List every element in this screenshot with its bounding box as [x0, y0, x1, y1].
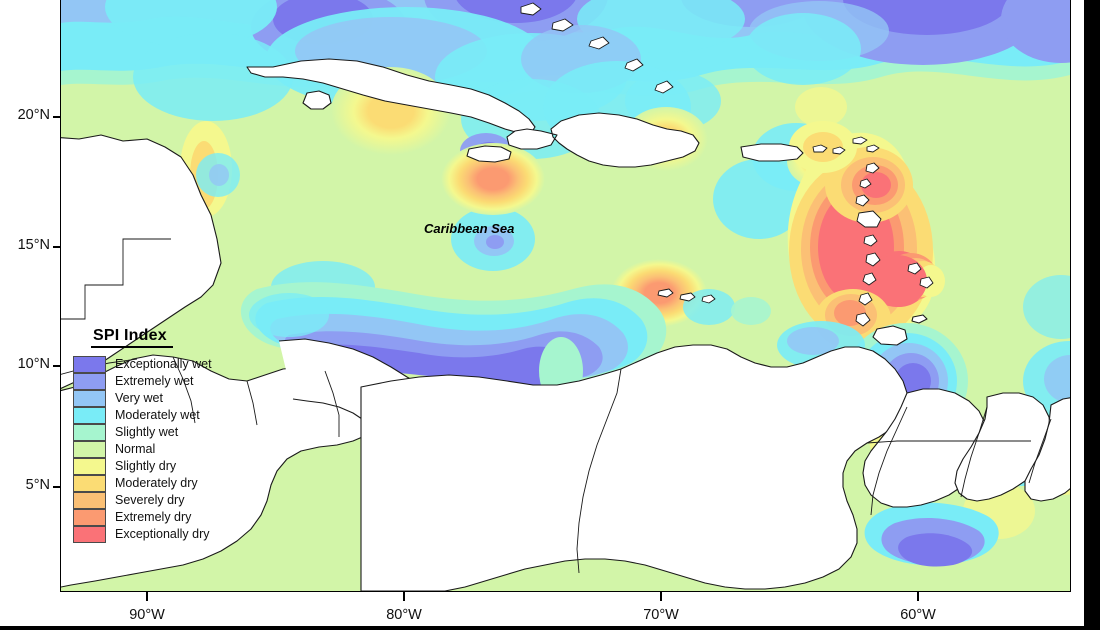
legend-label: Exceptionally wet	[115, 357, 212, 371]
legend-item[interactable]: Moderately dry	[73, 475, 212, 492]
legend-item[interactable]: Extremely dry	[73, 509, 212, 526]
legend-item[interactable]: Very wet	[73, 390, 212, 407]
legend-title: SPI Index	[91, 327, 173, 348]
legend-swatch-normal	[73, 441, 106, 458]
legend-swatch-extremely-wet	[73, 373, 106, 390]
y-axis-label-20n: 20°N	[17, 107, 50, 123]
legend-item[interactable]: Exceptionally wet	[73, 356, 212, 373]
y-tick-15	[53, 246, 61, 248]
legend-swatch-severely-dry	[73, 492, 106, 509]
bottom-black-bar	[0, 626, 1100, 630]
x-axis-label-80w: 80°W	[386, 607, 422, 623]
legend-item[interactable]: Normal	[73, 441, 212, 458]
legend-swatch-slightly-wet	[73, 424, 106, 441]
caribbean-sea-label: Caribbean Sea	[424, 221, 515, 236]
legend-label: Moderately wet	[115, 408, 200, 422]
y-axis-label-25n: 25°N	[0, 0, 50, 4]
legend-items: Exceptionally wet Extremely wet Very wet…	[73, 356, 212, 543]
legend-item[interactable]: Moderately wet	[73, 407, 212, 424]
legend-swatch-extremely-dry	[73, 509, 106, 526]
x-axis-label-90w: 90°W	[129, 607, 165, 623]
spi-contour-map	[61, 0, 1070, 591]
y-axis-label-10n: 10°N	[17, 356, 50, 372]
x-tick-60w	[917, 592, 919, 601]
legend-label: Exceptionally dry	[115, 527, 210, 541]
legend-item[interactable]: Extremely wet	[73, 373, 212, 390]
legend-label: Extremely wet	[115, 374, 194, 388]
field-minor-patches	[249, 87, 847, 337]
legend-swatch-moderately-dry	[73, 475, 106, 492]
legend-label: Extremely dry	[115, 510, 192, 524]
x-tick-70w	[660, 592, 662, 601]
map-plot-area: Atlantic Ocean Caribbean Sea SPI Index E…	[60, 0, 1071, 592]
legend-item[interactable]: Slightly wet	[73, 424, 212, 441]
legend-swatch-moderately-wet	[73, 407, 106, 424]
legend-item[interactable]: Exceptionally dry	[73, 526, 212, 543]
legend-item[interactable]: Slightly dry	[73, 458, 212, 475]
y-tick-5	[53, 486, 61, 488]
legend-item[interactable]: Severely dry	[73, 492, 212, 509]
legend-label: Normal	[115, 442, 156, 456]
coastlines	[61, 2, 1070, 591]
legend-label: Very wet	[115, 391, 163, 405]
x-axis-label-60w: 60°W	[900, 607, 936, 623]
spi-legend: SPI Index Exceptionally wet Extremely we…	[73, 327, 212, 543]
x-tick-90w	[146, 592, 148, 601]
y-tick-10	[53, 365, 61, 367]
legend-swatch-slightly-dry	[73, 458, 106, 475]
legend-label: Slightly wet	[115, 425, 179, 439]
y-axis-label-15n: 15°N	[17, 237, 50, 253]
legend-swatch-exceptionally-dry	[73, 526, 106, 543]
legend-swatch-exceptionally-wet	[73, 356, 106, 373]
y-tick-20	[53, 116, 61, 118]
legend-label: Severely dry	[115, 493, 185, 507]
legend-label: Moderately dry	[115, 476, 198, 490]
y-axis-label-5n: 5°N	[25, 477, 50, 493]
x-axis-label-70w: 70°W	[643, 607, 679, 623]
legend-swatch-very-wet	[73, 390, 106, 407]
x-tick-80w	[403, 592, 405, 601]
right-black-bar	[1084, 0, 1100, 630]
legend-label: Slightly dry	[115, 459, 177, 473]
